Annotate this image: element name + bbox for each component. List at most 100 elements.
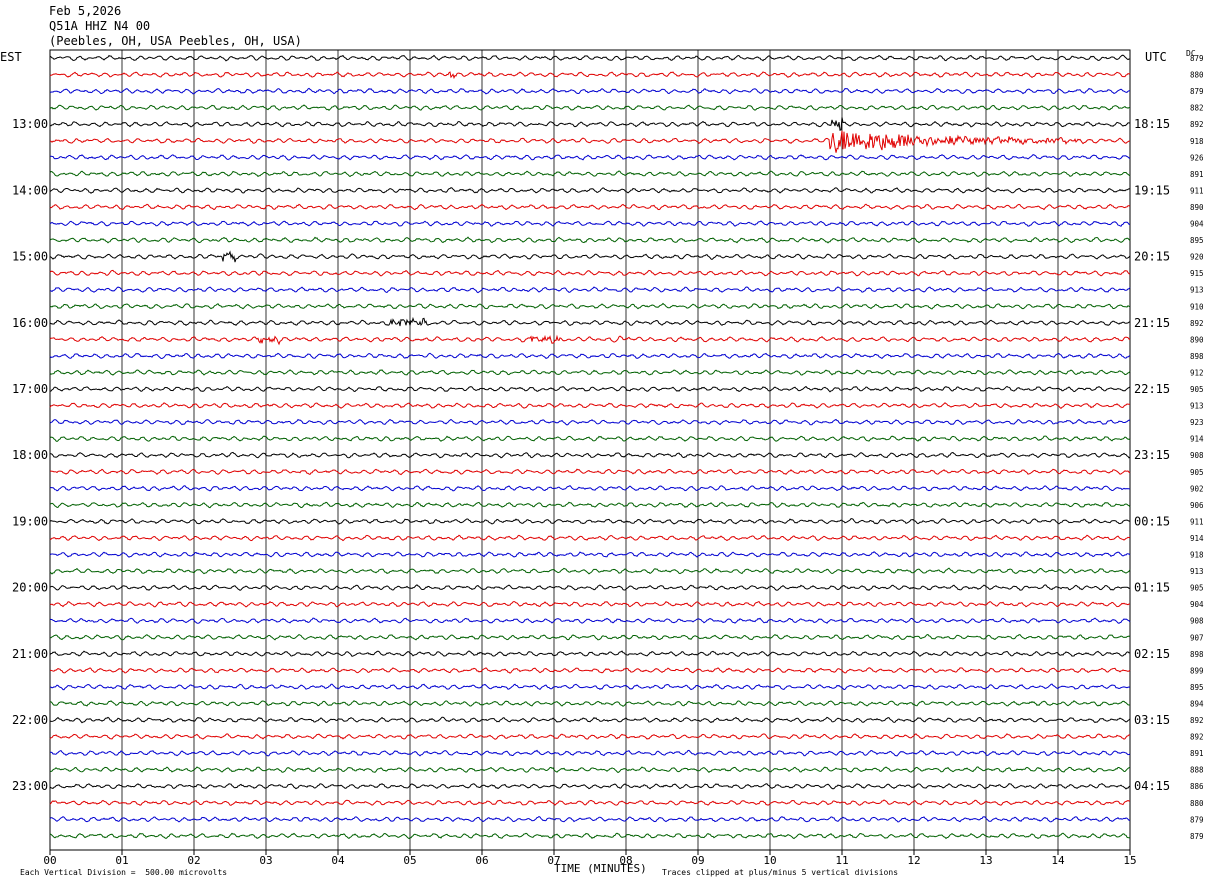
trace-row [49, 269, 1131, 277]
trace-row [49, 302, 1131, 310]
clip-note: Traces clipped at plus/minus 5 vertical … [662, 868, 899, 877]
trace-row [49, 418, 1131, 426]
trace-group: 879 880 879 882 892 918 926 891 911 890 904 895 920 9… [49, 54, 1204, 841]
dc-offset-label: 913 [1190, 402, 1204, 411]
est-hour-label: 21:00 [12, 647, 48, 661]
trace-row [49, 117, 1131, 131]
utc-hour-label: 22:15 [1134, 382, 1170, 396]
trace-row [49, 716, 1131, 724]
dc-offset-label: 894 [1190, 699, 1204, 708]
dc-offset-label: 918 [1190, 137, 1204, 146]
dc-offset-label: 907 [1190, 633, 1204, 642]
est-hour-label: 14:00 [12, 183, 48, 197]
est-hour-label: 23:00 [12, 779, 48, 793]
trace-row [49, 220, 1131, 227]
dc-offset-label: 888 [1190, 766, 1204, 775]
trace-row [49, 130, 1131, 153]
trace-row [49, 633, 1131, 641]
trace-row [49, 286, 1131, 294]
trace-row [49, 435, 1131, 442]
trace-row [49, 468, 1131, 476]
dc-offset-label: 908 [1190, 617, 1204, 626]
trace-row [49, 749, 1131, 757]
trace-row [49, 385, 1131, 393]
dc-offset-label: 910 [1190, 302, 1204, 311]
trace-row [49, 316, 1131, 327]
utc-axis-label: UTC [1145, 50, 1167, 64]
trace-row [49, 484, 1131, 492]
utc-hour-label: 01:15 [1134, 581, 1170, 595]
dc-offset-label: 902 [1190, 484, 1204, 493]
x-tick-label: 01 [115, 854, 128, 867]
dc-column-label: DC [1186, 49, 1196, 58]
x-tick-label: 05 [403, 854, 416, 867]
date-label: Feb 5,2026 [49, 4, 122, 18]
est-hour-label: 18:00 [12, 448, 48, 462]
trace-row [49, 154, 1131, 161]
dc-offset-label: 895 [1190, 683, 1204, 692]
dc-offset-label: 892 [1190, 716, 1204, 725]
utc-hour-label: 00:15 [1134, 514, 1170, 528]
trace-row [49, 187, 1131, 194]
x-tick-label: 06 [475, 854, 488, 867]
trace-row [49, 352, 1131, 360]
trace-row [49, 402, 1131, 409]
dc-offset-label: 918 [1190, 551, 1204, 560]
plot-grid [49, 49, 1131, 855]
x-tick-label: 08 [619, 854, 632, 867]
trace-row [49, 54, 1130, 62]
x-tick-label: 13 [979, 854, 992, 867]
trace-row [50, 451, 1131, 459]
trace-row [49, 733, 1131, 740]
trace-row [49, 518, 1131, 525]
trace-row [49, 584, 1131, 591]
dc-offset-label: 905 [1190, 584, 1204, 593]
x-axis-title: TIME (MINUTES) [554, 862, 647, 875]
est-axis-label: EST [0, 50, 22, 64]
est-hour-label: 13:00 [12, 117, 48, 131]
utc-hour-label: 21:15 [1134, 316, 1170, 330]
dc-offset-label: 913 [1190, 567, 1204, 576]
dc-offset-label: 898 [1190, 352, 1204, 361]
location-label: (Peebles, OH, USA Peebles, OH, USA) [49, 34, 302, 48]
dc-offset-label: 905 [1190, 468, 1204, 477]
dc-offset-label: 904 [1190, 220, 1204, 229]
est-hour-label: 17:00 [12, 382, 48, 396]
x-tick-label: 12 [907, 854, 920, 867]
dc-offset-label: 915 [1190, 269, 1204, 278]
dc-offset-label: 879 [1190, 832, 1204, 841]
est-hour-label: 22:00 [12, 713, 48, 727]
trace-row [49, 334, 1131, 346]
trace-row [49, 71, 1131, 80]
dc-offset-label: 920 [1190, 253, 1204, 262]
trace-row [49, 799, 1131, 806]
scale-note: Each Vertical Division = 500.00 microvol… [20, 868, 228, 877]
dc-offset-label: 895 [1190, 236, 1204, 245]
dc-offset-label: 912 [1190, 368, 1204, 377]
trace-row [49, 551, 1131, 558]
trace-row [49, 203, 1131, 211]
dc-offset-label: 914 [1190, 534, 1204, 543]
dc-offset-label: 904 [1190, 600, 1204, 609]
station-label: Q51A HHZ N4 00 [49, 19, 151, 33]
dc-offset-label: 926 [1190, 153, 1204, 162]
x-tick-label: 10 [763, 854, 776, 867]
trace-row [49, 170, 1131, 178]
x-tick-label: 00 [43, 854, 56, 867]
dc-offset-label: 892 [1190, 733, 1204, 742]
dc-offset-label: 891 [1190, 170, 1204, 179]
dc-offset-label: 890 [1190, 203, 1204, 212]
x-tick-label: 03 [259, 854, 272, 867]
dc-offset-label: 879 [1190, 54, 1204, 63]
trace-row [49, 782, 1131, 790]
trace-row [49, 700, 1130, 707]
trace-row [49, 534, 1131, 542]
dc-offset-label: 906 [1190, 501, 1204, 510]
trace-row [49, 236, 1131, 244]
est-hour-label: 16:00 [12, 316, 48, 330]
est-hour-label: 20:00 [12, 581, 48, 595]
dc-offset-label: 880 [1190, 799, 1204, 808]
x-tick-label: 04 [331, 854, 345, 867]
utc-hour-label: 20:15 [1134, 250, 1170, 264]
